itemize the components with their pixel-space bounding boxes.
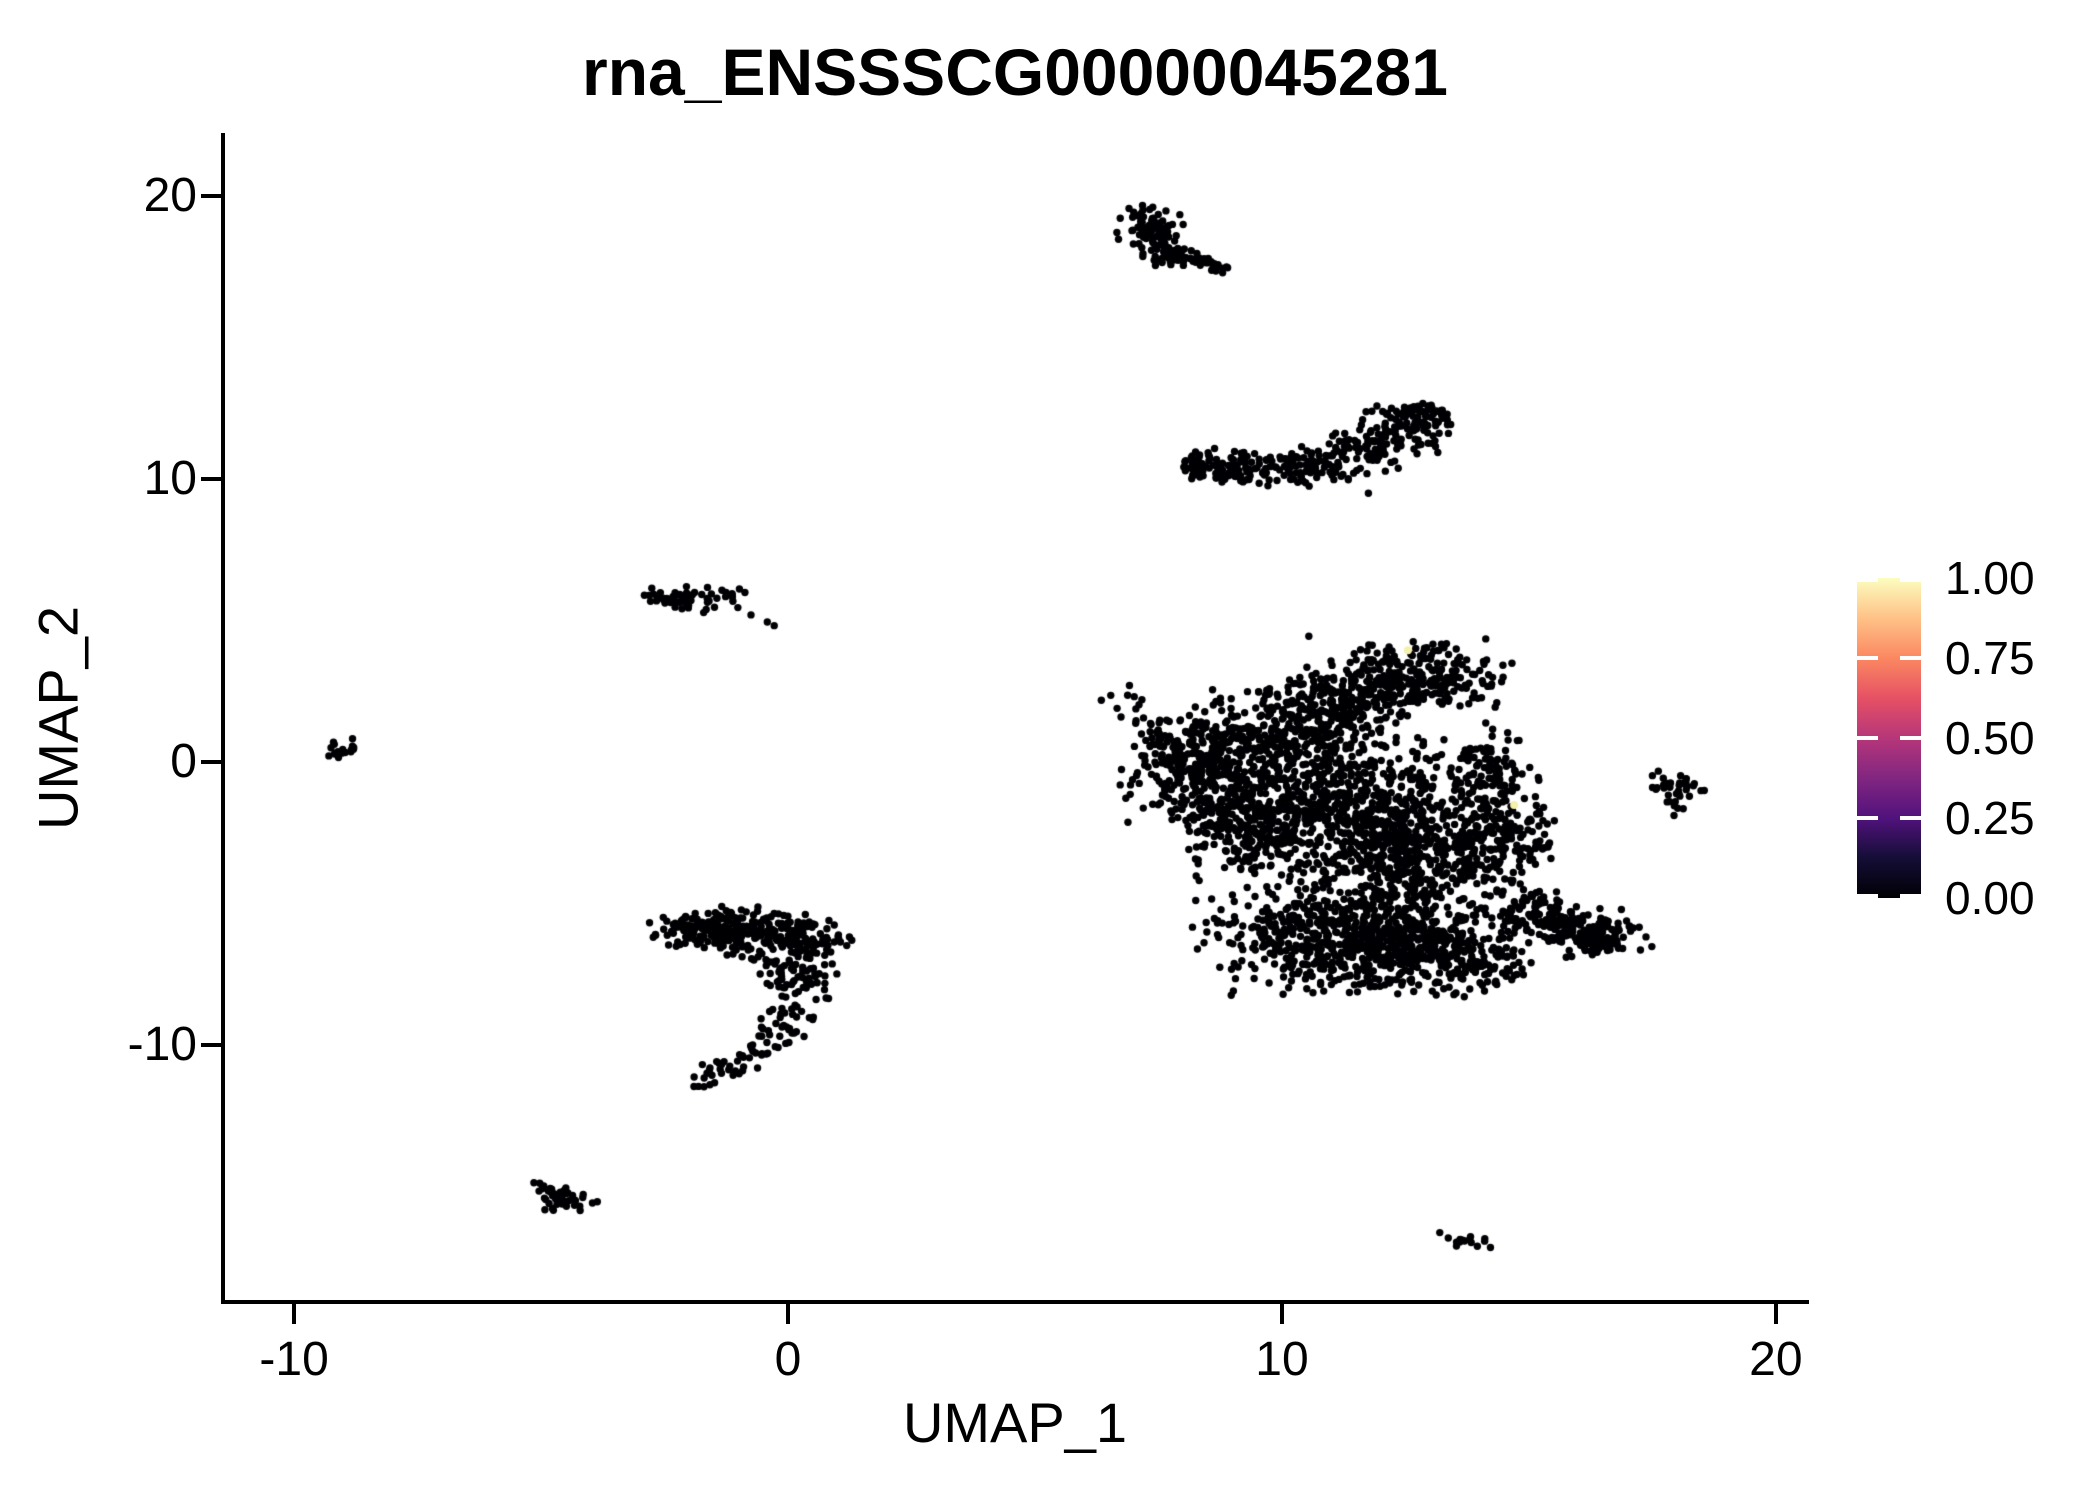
y-tick-label: 0 [170,735,197,789]
y-tick-label: -10 [127,1018,197,1072]
y-tick-label: 10 [143,452,197,506]
x-tick-mark [1773,1304,1778,1324]
colorbar-tick [1857,656,1878,660]
y-tick-mark [201,760,221,765]
x-axis-line [221,1300,1809,1304]
colorbar-label: 0.50 [1945,712,2035,764]
y-tick-mark [201,1043,221,1048]
colorbar-tick [1900,894,1921,898]
x-tick-label: -10 [259,1333,329,1386]
y-axis-line [221,133,225,1304]
x-axis-title: UMAP_1 [902,1391,1128,1454]
x-tick-label: 0 [774,1333,802,1386]
colorbar-label: 0.25 [1945,792,2035,844]
x-tick-mark [786,1304,791,1324]
x-tick-label: 10 [1255,1333,1309,1386]
x-tick-mark [1279,1304,1284,1324]
colorbar-tick [1900,656,1921,660]
plot-title: rna_ENSSSCG00000045281 [582,35,1448,109]
colorbar-label: 1.00 [1945,552,2035,604]
colorbar-tick [1857,578,1878,582]
colorbar-tick [1900,736,1921,740]
y-tick-label: 20 [143,169,197,223]
colorbar-tick [1857,816,1878,820]
y-tick-mark [201,477,221,482]
colorbar-tick [1857,736,1878,740]
x-tick-mark [292,1304,297,1324]
colorbar-tick [1900,816,1921,820]
colorbar-label: 0.75 [1945,632,2035,684]
y-axis-title: UMAP_2 [26,605,90,831]
colorbar-tick [1857,894,1878,898]
colorbar-tick [1900,578,1921,582]
x-tick-label: 20 [1749,1333,1803,1386]
colorbar-label: 0.00 [1945,872,2035,924]
y-tick-mark [201,194,221,199]
